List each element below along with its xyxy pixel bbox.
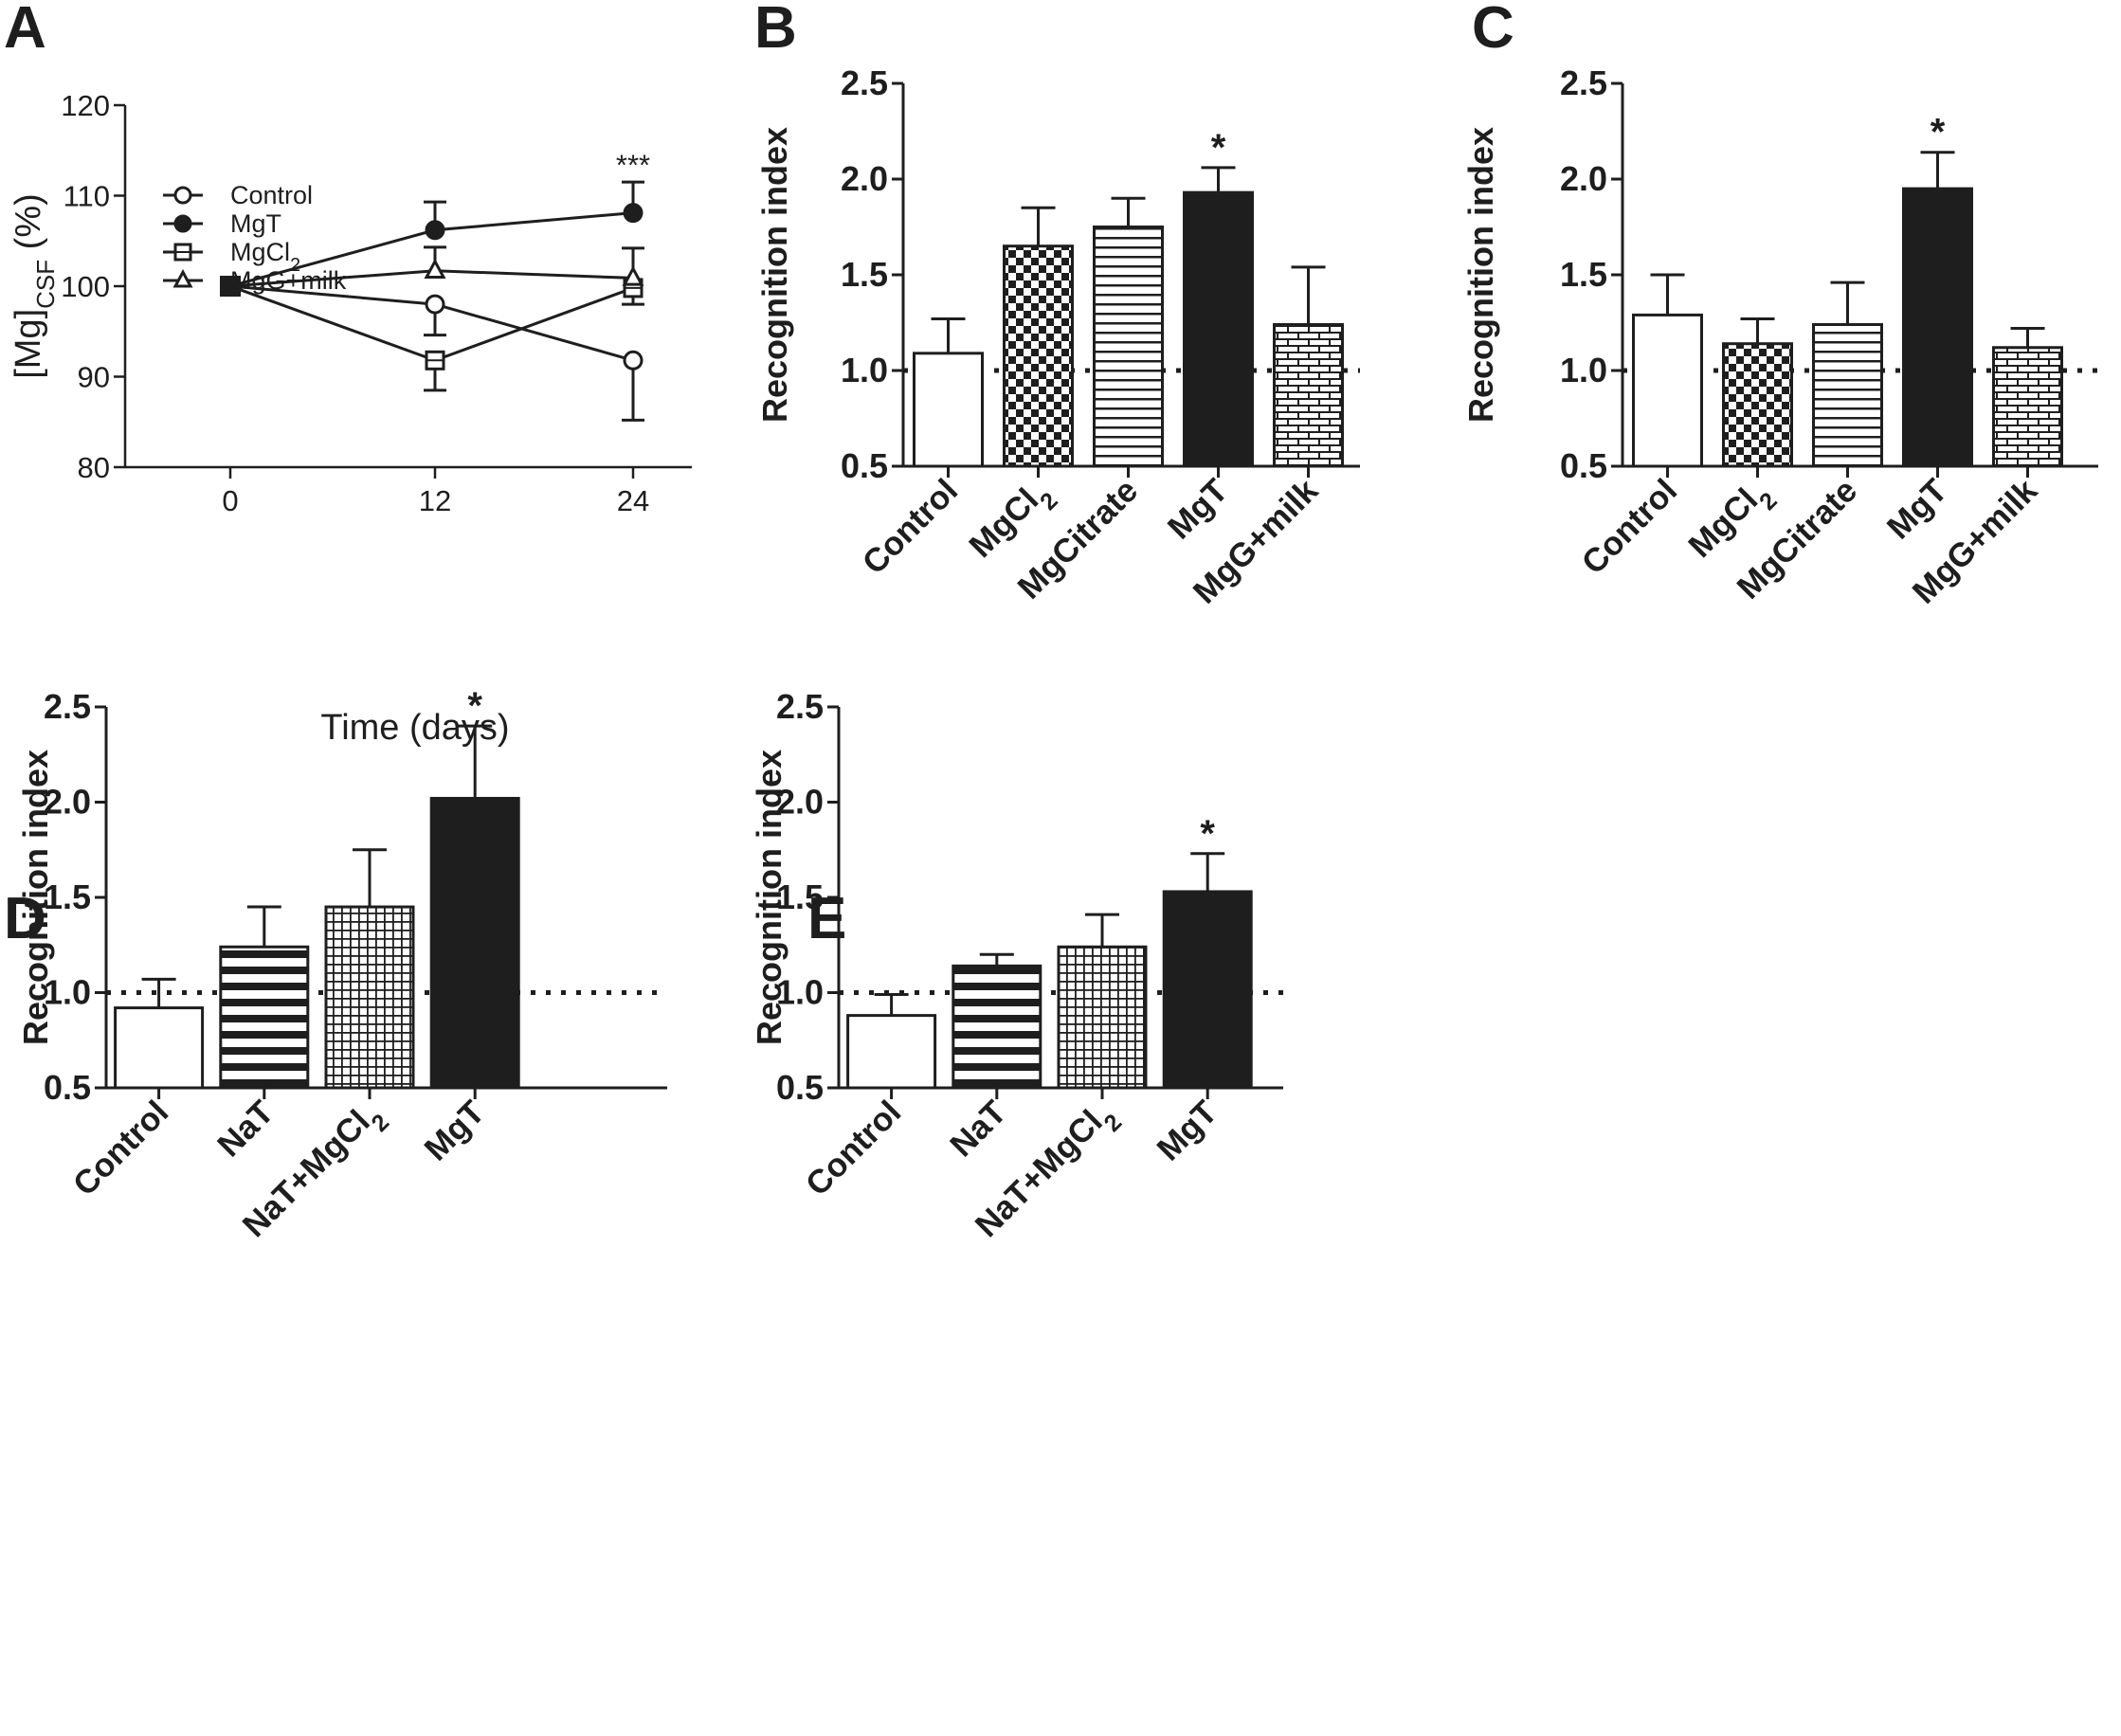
x-tick-label-a-2: 24 <box>617 484 649 517</box>
y-tick-label-e-2: 1.5 <box>776 877 824 916</box>
bar-b-2 <box>1093 226 1164 468</box>
y-axis-label-c: Recognition index <box>1461 127 1500 423</box>
y-tick-label-b-0: 0.5 <box>841 446 888 485</box>
bar-c-1 <box>1722 342 1793 468</box>
origin-marker-a <box>220 276 241 297</box>
significance-c-3: * <box>1931 112 1946 154</box>
x-tick-label-a-1: 12 <box>419 484 451 517</box>
category-label-e-1: NaT <box>943 1094 1013 1164</box>
bar-d-1 <box>219 945 310 1090</box>
bar-e-0 <box>846 1014 937 1090</box>
y-tick-label-c-3: 2.0 <box>1560 159 1607 198</box>
bar-b-4 <box>1273 323 1344 468</box>
category-label-c-3: MgT <box>1880 472 1954 546</box>
category-label-e-0: Control <box>799 1094 909 1203</box>
y-tick-label-a-0: 80 <box>78 451 110 484</box>
y-tick-label-a-1: 90 <box>78 361 110 394</box>
marker-a-3-2 <box>622 265 644 286</box>
panel-letter-a: A <box>4 0 46 61</box>
y-tick-label-c-0: 0.5 <box>1560 446 1607 485</box>
legend-label-a-1: MgT <box>230 209 281 238</box>
panel-b: B ControlMgCl2MgCitrate*MgTMgG+milk0.51.… <box>754 0 1360 611</box>
panel-e: E Control NaTNaT+MgCl2*MgT0.51.01.52.02.5… <box>750 687 1283 1244</box>
legend-label-a-0: Control <box>230 181 313 209</box>
legend-marker-a-0 <box>173 186 192 205</box>
category-label-b-2: MgCitrate <box>1010 472 1145 606</box>
y-tick-label-b-2: 1.5 <box>841 255 888 294</box>
category-label-c-2: MgCitrate <box>1730 472 1864 606</box>
marker-a-2-1 <box>425 350 445 371</box>
category-label-d-3: MgT <box>417 1094 491 1167</box>
y-tick-label-b-3: 2.0 <box>841 159 888 198</box>
y-axis-label-e: Recognition index <box>750 750 789 1045</box>
y-axis-label-b: Recognition index <box>755 127 794 423</box>
bar-c-4 <box>1992 346 2063 468</box>
x-tick-label-a-0: 0 <box>222 484 238 517</box>
y-tick-label-a-4: 120 <box>61 89 110 122</box>
marker-a-1-2 <box>623 203 644 224</box>
y-tick-label-d-4: 2.5 <box>44 687 91 726</box>
bar-e-1 <box>952 964 1042 1090</box>
y-tick-label-e-1: 1.0 <box>776 973 824 1012</box>
y-axis-label-d: Recognition index <box>16 750 55 1045</box>
category-label-c-0: Control <box>1575 472 1685 582</box>
category-label-b-3: MgT <box>1161 472 1235 546</box>
marker-a-0-1 <box>425 294 445 315</box>
y-tick-label-c-1: 1.0 <box>1560 351 1607 389</box>
y-axis-label-a: [Mg]CSF (%) <box>9 193 60 379</box>
y-tick-label-c-2: 1.5 <box>1560 255 1607 294</box>
y-tick-label-b-4: 2.5 <box>841 63 888 102</box>
bar-c-2 <box>1812 323 1883 468</box>
y-tick-label-d-1: 1.0 <box>44 973 91 1012</box>
significance-b-3: * <box>1211 127 1226 169</box>
legend-label-a-2: MgCl2 <box>230 238 300 276</box>
bar-e-2 <box>1057 945 1148 1090</box>
category-label-b-0: Control <box>856 472 966 582</box>
marker-a-0-2 <box>623 350 644 371</box>
bar-c-3 <box>1902 187 1973 468</box>
bar-b-1 <box>1003 244 1074 468</box>
panel-letter-b: B <box>754 0 797 61</box>
y-tick-label-e-3: 2.0 <box>776 783 824 822</box>
bar-b-3 <box>1183 190 1254 468</box>
y-tick-label-c-4: 2.5 <box>1560 63 1607 102</box>
significance-e-3: * <box>1200 813 1215 855</box>
panel-d: D Control NaTNaT+MgCl2*MgT0.51.01.52.02.5… <box>4 685 667 1244</box>
legend-marker-a-1 <box>173 214 192 233</box>
y-tick-label-d-0: 0.5 <box>44 1068 91 1107</box>
bar-b-0 <box>913 352 984 468</box>
y-tick-label-e-4: 2.5 <box>776 687 824 726</box>
significance-d-3: * <box>467 685 482 727</box>
bar-d-0 <box>114 1006 205 1090</box>
category-label-d-1: NaT <box>210 1094 281 1164</box>
marker-a-1-1 <box>425 220 445 241</box>
significance-a-0: *** <box>616 149 650 182</box>
x-axis-label-a: Time (days) <box>320 708 509 748</box>
y-tick-label-e-0: 0.5 <box>776 1068 824 1107</box>
y-tick-label-d-2: 1.5 <box>44 877 91 916</box>
panel-c: C ControlMgCl2MgCitrate*MgTMgG+milk0.51.… <box>1461 0 2098 611</box>
legend-marker-a-2 <box>173 243 192 262</box>
legend-marker-a-3 <box>172 269 193 288</box>
bar-c-0 <box>1632 313 1703 468</box>
category-label-e-3: MgT <box>1150 1094 1224 1167</box>
panel-a: A 80 90 100 110 120 0 12 24 Time (days) [Mg]CSF (… <box>4 0 692 748</box>
y-tick-label-a-3: 110 <box>63 180 110 213</box>
bar-d-2 <box>324 905 415 1090</box>
bar-e-3 <box>1162 890 1253 1090</box>
panel-letter-d: D <box>4 886 46 951</box>
bar-d-3 <box>429 796 520 1090</box>
panel-letter-c: C <box>1472 0 1514 61</box>
y-tick-label-b-1: 1.0 <box>841 351 888 389</box>
y-tick-label-a-2: 100 <box>61 270 110 303</box>
category-label-d-0: Control <box>66 1094 176 1203</box>
legend-label-a-3: MgG+milk <box>230 266 347 295</box>
y-tick-label-d-3: 2.0 <box>44 783 91 822</box>
marker-a-3-1 <box>424 258 446 280</box>
